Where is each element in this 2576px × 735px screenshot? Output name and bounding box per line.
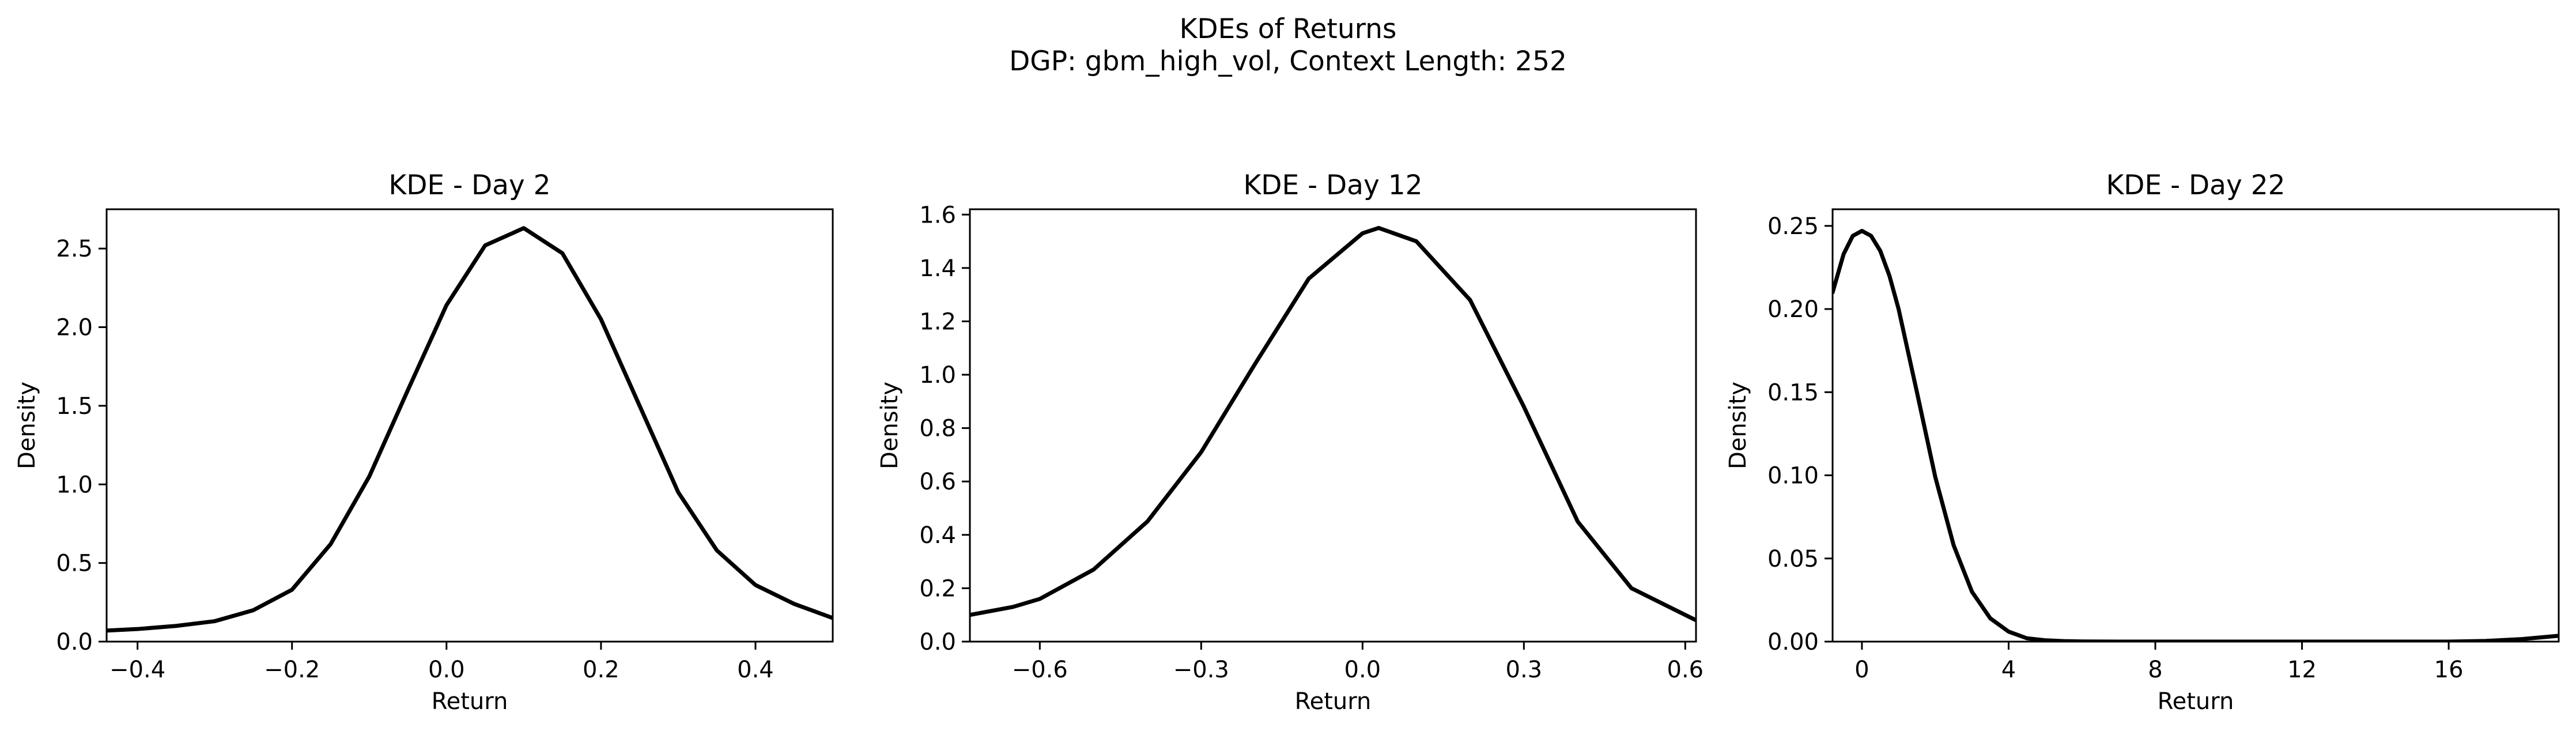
y-axis-label: Density [14,382,40,469]
y-tick-label: 0.0 [919,629,956,655]
y-tick-label: 0.10 [1767,463,1819,489]
axes-frame [969,208,1697,643]
x-axis-label: Return [432,688,508,715]
y-tick-label: 0.2 [919,575,956,602]
x-tick-label: 16 [2434,657,2464,683]
kde-curve-2 [970,225,1696,623]
x-tick-label: 4 [2001,657,2016,683]
x-tick-label: 0.3 [1506,657,1543,683]
figure-title-line-1: KDEs of Returns [1179,13,1397,45]
chart-panel-1: −0.4 −0.2 0.0 0.2 0.4 0.0 0.5 1.0 1.5 2.0 2.5 KDE -… [14,169,834,715]
x-tick-label: 0 [1854,657,1869,683]
x-tick-label: 0.6 [1667,657,1704,683]
y-tick-label: 2.5 [56,236,93,262]
y-tick-label: 0.5 [56,551,93,577]
y-tick-label: 1.4 [919,255,956,282]
axes-frame [105,208,834,643]
y-tick-label: 0.25 [1767,213,1819,240]
y-tick-label: 1.6 [919,202,956,228]
y-tick-label: 0.8 [919,416,956,442]
x-tick-label: 0.2 [583,657,620,683]
x-axis-label: Return [1295,688,1372,715]
x-tick-label: −0.6 [1012,657,1068,683]
kde-curve-1 [107,226,833,633]
y-axis-label: Density [1725,382,1751,469]
y-tick-label: 0.20 [1767,296,1819,323]
y-tick-label: 1.2 [919,308,956,335]
x-tick-label: 8 [2148,657,2162,683]
x-tick-label: −0.2 [264,657,320,683]
x-tick-label: −0.4 [109,657,165,683]
chart-title: KDE - Day 12 [1243,169,1422,201]
y-tick-label: 1.0 [56,472,93,498]
y-tick-label: 0.15 [1767,379,1819,406]
x-tick-label: 12 [2287,657,2317,683]
y-tick-label: 0.6 [919,469,956,495]
x-tick-label: 0.0 [428,657,465,683]
y-axis-label: Density [877,382,903,469]
x-tick-label: −0.3 [1173,657,1229,683]
axes-frame [1831,208,2560,643]
x-tick-label: 0.0 [1344,657,1381,683]
chart-title: KDE - Day 22 [2106,169,2285,201]
y-tick-label: 1.5 [56,393,93,420]
figure-title-line-2: DGP: gbm_high_vol, Context Length: 252 [1009,46,1567,77]
chart-panel-2: −0.6 −0.3 0.0 0.3 0.6 0.0 0.2 0.4 0.6 0.8 1.0 1.2 1.… [877,169,1704,715]
chart-title: KDE - Day 2 [388,169,550,201]
y-tick-label: 0.00 [1767,629,1819,655]
y-tick-label: 2.0 [56,315,93,341]
kde-curve-3 [1833,229,2559,642]
y-tick-label: 0.0 [56,629,93,655]
x-tick-label: 0.4 [737,657,774,683]
y-tick-label: 0.4 [919,522,956,549]
y-tick-label: 1.0 [919,362,956,389]
x-axis-label: Return [2158,688,2234,715]
chart-panel-3: 0 4 8 12 16 0.00 0.05 0.10 0.15 0.20 0.25 KDE - Day… [1725,169,2560,715]
y-tick-label: 0.05 [1767,546,1819,572]
